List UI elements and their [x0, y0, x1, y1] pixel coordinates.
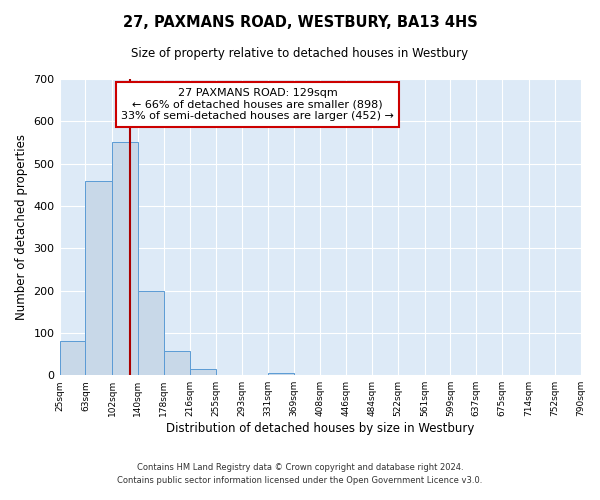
- Text: Contains HM Land Registry data © Crown copyright and database right 2024.: Contains HM Land Registry data © Crown c…: [137, 464, 463, 472]
- Bar: [190, 369, 216, 375]
- Text: Size of property relative to detached houses in Westbury: Size of property relative to detached ho…: [131, 48, 469, 60]
- Bar: [164, 351, 190, 375]
- Bar: [85, 180, 112, 375]
- Bar: [59, 342, 85, 375]
- Bar: [112, 142, 138, 375]
- Text: 27, PAXMANS ROAD, WESTBURY, BA13 4HS: 27, PAXMANS ROAD, WESTBURY, BA13 4HS: [122, 15, 478, 30]
- Y-axis label: Number of detached properties: Number of detached properties: [15, 134, 28, 320]
- Text: Contains public sector information licensed under the Open Government Licence v3: Contains public sector information licen…: [118, 476, 482, 485]
- Text: 27 PAXMANS ROAD: 129sqm
← 66% of detached houses are smaller (898)
33% of semi-d: 27 PAXMANS ROAD: 129sqm ← 66% of detache…: [121, 88, 394, 121]
- Bar: [268, 373, 294, 375]
- X-axis label: Distribution of detached houses by size in Westbury: Distribution of detached houses by size …: [166, 422, 474, 435]
- Bar: [138, 290, 164, 375]
